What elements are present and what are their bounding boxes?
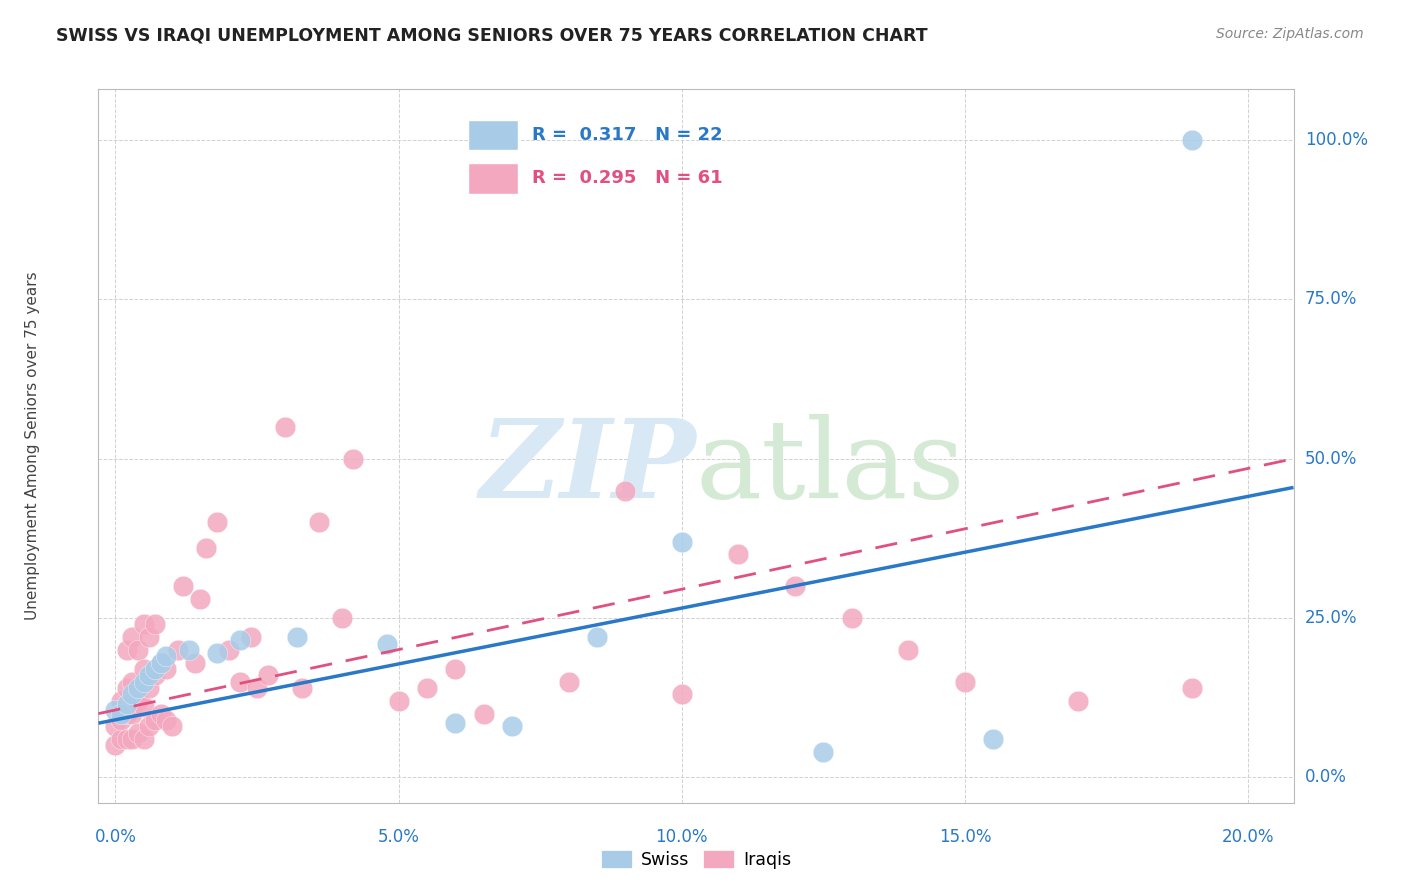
Point <box>416 681 439 695</box>
Point <box>195 541 218 555</box>
Text: atlas: atlas <box>696 414 966 521</box>
Point <box>121 732 143 747</box>
Point <box>207 646 229 660</box>
Point <box>143 662 166 676</box>
Point <box>143 617 166 632</box>
Text: 20.0%: 20.0% <box>1222 828 1274 846</box>
Text: ZIP: ZIP <box>479 414 696 521</box>
Point <box>132 674 155 689</box>
Point <box>671 688 693 702</box>
Point <box>138 719 160 733</box>
Point <box>308 516 330 530</box>
Point <box>127 681 149 695</box>
Point <box>342 451 364 466</box>
Point <box>841 611 863 625</box>
Point <box>155 649 177 664</box>
Point <box>110 694 132 708</box>
Point <box>183 656 205 670</box>
Point <box>149 656 172 670</box>
Point <box>104 703 127 717</box>
Point <box>155 713 177 727</box>
Text: 50.0%: 50.0% <box>1305 450 1357 467</box>
Point <box>104 739 127 753</box>
Point <box>104 719 127 733</box>
Point <box>727 547 749 561</box>
Point <box>127 694 149 708</box>
Point <box>121 674 143 689</box>
Point <box>1180 681 1202 695</box>
Point <box>472 706 495 721</box>
Point <box>115 706 138 721</box>
Point <box>229 633 252 648</box>
Text: 25.0%: 25.0% <box>1305 609 1357 627</box>
Point <box>291 681 314 695</box>
Point <box>121 630 143 644</box>
Point <box>813 745 835 759</box>
Point <box>132 617 155 632</box>
Point <box>138 668 160 682</box>
Text: 0.0%: 0.0% <box>1305 768 1347 787</box>
Point <box>177 643 200 657</box>
Point <box>115 643 138 657</box>
Point <box>229 674 252 689</box>
Text: Source: ZipAtlas.com: Source: ZipAtlas.com <box>1216 27 1364 41</box>
Point <box>1180 133 1202 147</box>
Point <box>155 662 177 676</box>
Legend: Swiss, Iraqis: Swiss, Iraqis <box>593 844 799 876</box>
Point <box>110 713 132 727</box>
Point <box>897 643 920 657</box>
Point <box>110 706 132 721</box>
Point <box>127 725 149 739</box>
Point <box>586 630 609 644</box>
Point <box>149 706 172 721</box>
Point <box>240 630 263 644</box>
Point <box>330 611 353 625</box>
Text: 75.0%: 75.0% <box>1305 291 1357 309</box>
Point <box>388 694 411 708</box>
Point <box>953 674 976 689</box>
Point <box>375 636 398 650</box>
Point <box>444 662 467 676</box>
Point <box>138 630 160 644</box>
Point <box>285 630 308 644</box>
Point <box>1067 694 1090 708</box>
Point <box>115 697 138 711</box>
Point <box>783 579 806 593</box>
Point <box>614 483 637 498</box>
Point <box>160 719 183 733</box>
Text: 0.0%: 0.0% <box>94 828 136 846</box>
Point <box>132 732 155 747</box>
Text: 100.0%: 100.0% <box>1305 131 1368 149</box>
Point <box>115 732 138 747</box>
Point <box>121 688 143 702</box>
Point <box>132 662 155 676</box>
Point <box>138 681 160 695</box>
Point <box>127 643 149 657</box>
Point <box>207 516 229 530</box>
Point <box>143 713 166 727</box>
Point <box>143 668 166 682</box>
Point <box>172 579 194 593</box>
Point <box>501 719 523 733</box>
Point <box>671 534 693 549</box>
Point <box>981 732 1004 747</box>
Point <box>115 681 138 695</box>
Text: 15.0%: 15.0% <box>939 828 991 846</box>
Point <box>121 706 143 721</box>
Text: Unemployment Among Seniors over 75 years: Unemployment Among Seniors over 75 years <box>25 272 41 620</box>
Point <box>557 674 579 689</box>
Point <box>274 420 297 434</box>
Text: 10.0%: 10.0% <box>655 828 709 846</box>
Point <box>218 643 240 657</box>
Point <box>246 681 269 695</box>
Point <box>110 732 132 747</box>
Text: SWISS VS IRAQI UNEMPLOYMENT AMONG SENIORS OVER 75 YEARS CORRELATION CHART: SWISS VS IRAQI UNEMPLOYMENT AMONG SENIOR… <box>56 27 928 45</box>
Text: 5.0%: 5.0% <box>378 828 419 846</box>
Point <box>132 700 155 714</box>
Point <box>149 656 172 670</box>
Point <box>166 643 188 657</box>
Point <box>190 591 212 606</box>
Point <box>444 716 467 731</box>
Point <box>257 668 280 682</box>
